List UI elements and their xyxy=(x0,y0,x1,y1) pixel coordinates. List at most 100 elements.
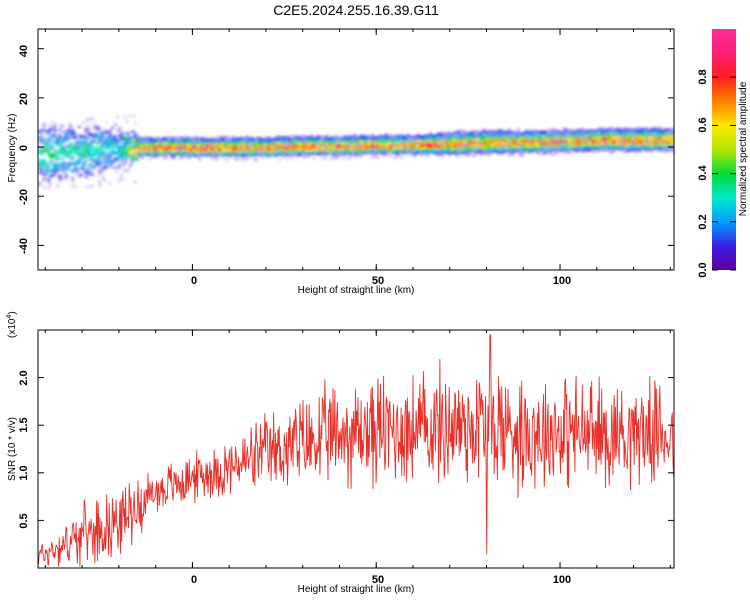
heatmap-noise-cell xyxy=(276,143,280,147)
heatmap-cell xyxy=(424,144,428,148)
heatmap-noise-cell xyxy=(386,154,390,158)
heatmap-cell xyxy=(413,138,417,142)
heatmap-cell xyxy=(596,143,600,147)
heatmap-cell xyxy=(218,145,223,149)
heatmap-cell xyxy=(88,133,93,137)
heatmap-cell xyxy=(117,137,121,142)
heatmap-cell xyxy=(53,135,57,139)
heatmap-cell xyxy=(600,139,605,143)
heatmap-cell xyxy=(46,152,51,156)
heatmap-cell xyxy=(40,171,44,175)
heatmap-cell xyxy=(329,136,333,140)
heatmap-cell xyxy=(638,149,642,153)
heatmap-cell xyxy=(49,155,53,159)
heatmap-cell xyxy=(119,131,124,135)
heatmap-cell xyxy=(205,149,210,153)
heatmap-cell xyxy=(38,171,42,175)
heatmap-cell xyxy=(565,128,569,132)
heatmap-cell xyxy=(523,142,527,146)
heatmap-cell xyxy=(73,132,77,136)
heatmap-cell xyxy=(454,144,459,148)
heatmap-cell xyxy=(417,150,421,154)
heatmap-cell xyxy=(505,132,510,136)
heatmap-noise-cell xyxy=(555,148,558,152)
heatmap-cell xyxy=(119,153,124,157)
heatmap-cell xyxy=(536,130,541,135)
heatmap-cell xyxy=(298,146,302,150)
heatmap-cell xyxy=(269,149,274,153)
heatmap-cell xyxy=(671,135,674,139)
heatmap-cell xyxy=(642,140,646,144)
heatmap-cell xyxy=(79,155,84,159)
heatmap-cell xyxy=(421,143,426,147)
heatmap-cell xyxy=(84,159,88,163)
heatmap-cell xyxy=(390,140,395,144)
heatmap-cell xyxy=(311,140,316,144)
heatmap-cell xyxy=(267,141,271,145)
heatmap-cell xyxy=(428,138,432,142)
heatmap-cell xyxy=(218,139,223,143)
heatmap-cell xyxy=(265,144,269,148)
heatmap-cell xyxy=(280,136,285,140)
heatmap-cell xyxy=(252,147,256,151)
heatmap-cell xyxy=(234,143,238,147)
heatmap-cell xyxy=(450,139,455,143)
heatmap-cell xyxy=(666,148,671,152)
heatmap-cell xyxy=(402,141,406,145)
heatmap-cell xyxy=(523,147,527,151)
heatmap-cell xyxy=(86,164,91,168)
heatmap-cell xyxy=(607,146,611,150)
heatmap-cell xyxy=(97,159,102,163)
heatmap-cell xyxy=(44,173,49,177)
heatmap-cell xyxy=(90,152,95,156)
heatmap-cell xyxy=(260,146,265,150)
heatmap-cell xyxy=(258,153,263,157)
heatmap-cell xyxy=(53,165,57,169)
heatmap-cell xyxy=(419,143,424,147)
heatmap-cell xyxy=(258,139,263,143)
heatmap-cell xyxy=(426,139,430,143)
heatmap-cell xyxy=(657,128,662,132)
heatmap-cell xyxy=(382,146,386,150)
heatmap-cell xyxy=(507,144,512,148)
heatmap-cell xyxy=(591,135,596,139)
heatmap-cell xyxy=(611,138,616,143)
heatmap-cell xyxy=(368,151,373,155)
heatmap-cell xyxy=(252,142,256,147)
heatmap-cell xyxy=(492,134,496,138)
heatmap-cell xyxy=(417,148,421,153)
heatmap-cell xyxy=(115,151,119,155)
heatmap-cell xyxy=(437,132,441,136)
heatmap-noise-cell xyxy=(579,133,582,137)
heatmap-cell xyxy=(75,161,80,165)
heatmap-cell xyxy=(494,145,499,149)
heatmap-cell xyxy=(327,137,331,141)
figure-title: C2E5.2024.255.16.39.G11 xyxy=(273,2,439,18)
heatmap-cell xyxy=(402,134,406,139)
heatmap-cell xyxy=(655,131,660,136)
heatmap-cell xyxy=(130,141,135,145)
heatmap-cell xyxy=(322,146,327,150)
heatmap-cell xyxy=(203,148,207,152)
heatmap-cell xyxy=(543,150,547,154)
heatmap-cell xyxy=(631,128,635,132)
heatmap-noise-cell xyxy=(625,131,629,135)
heatmap-cell xyxy=(551,139,556,143)
heatmap-cell xyxy=(135,147,139,151)
heatmap-cell xyxy=(254,154,258,158)
heatmap-cell xyxy=(287,145,291,150)
heatmap-cell xyxy=(93,165,97,169)
heatmap-cell xyxy=(499,134,503,138)
heatmap-cell xyxy=(353,133,357,137)
heatmap-cell xyxy=(386,147,391,151)
heatmap-cell xyxy=(181,143,185,147)
heatmap-cell xyxy=(159,147,163,151)
heatmap-cell xyxy=(582,138,587,142)
heatmap-cell xyxy=(397,139,402,143)
heatmap-cell xyxy=(106,160,110,164)
heatmap-cell xyxy=(106,147,110,151)
heatmap-cell xyxy=(554,133,558,137)
heatmap-cell xyxy=(143,146,148,150)
heatmap-cell xyxy=(132,150,137,154)
